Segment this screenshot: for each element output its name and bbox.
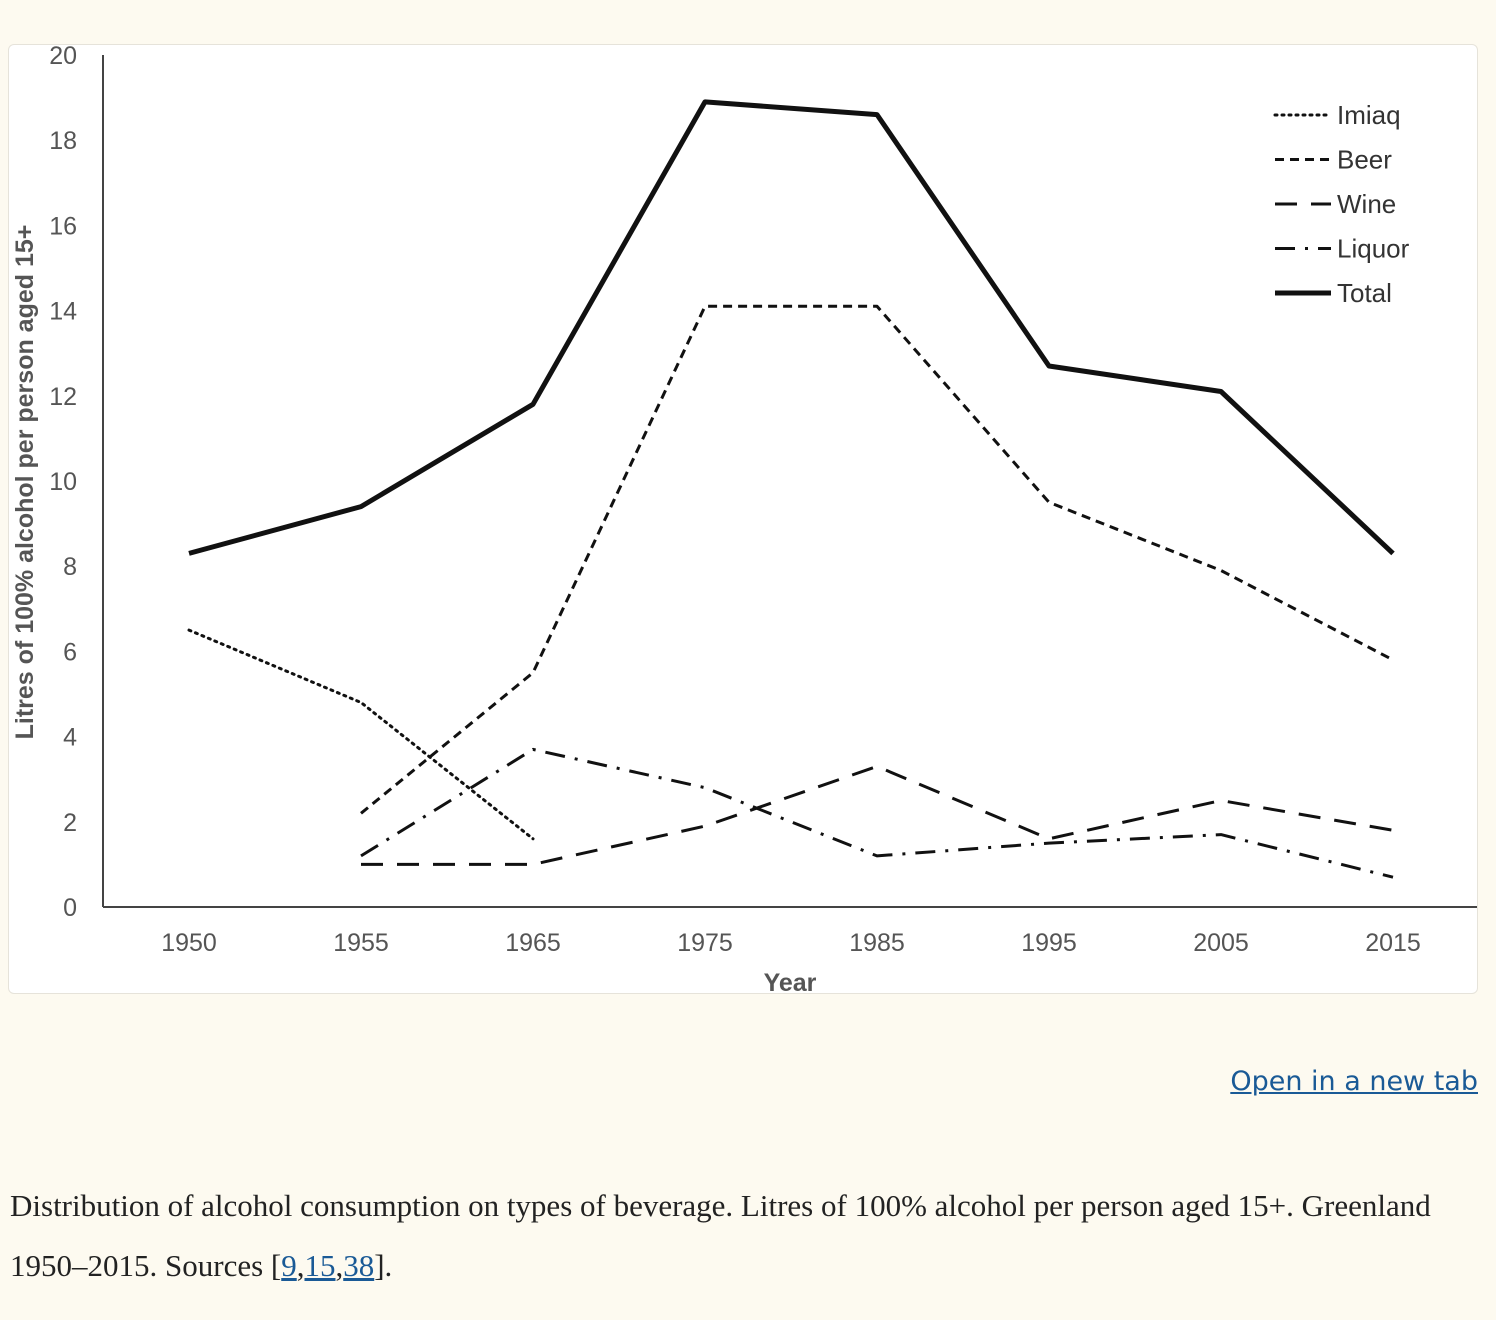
open-in-new-tab-link[interactable]: Open in a new tab [1230,1066,1478,1097]
axes: 0 2 4 6 8 10 12 14 16 18 20 1950 1955 1965 1975 1985 199… [11,45,1477,995]
y-tick-label-2: 2 [63,809,77,837]
y-tick-label-0: 0 [63,894,77,922]
legend-label-imiaq: Imiaq [1337,100,1401,130]
y-tick-label-18: 18 [49,127,77,155]
y-tick-label-6: 6 [63,638,77,666]
caption-end: ]. [374,1248,393,1283]
legend-label-wine: Wine [1337,189,1396,219]
x-tick-label-1955: 1955 [333,929,389,957]
y-tick-label-8: 8 [63,553,77,581]
y-tick-label-4: 4 [63,724,77,752]
series-line-beer [360,304,1394,815]
x-tick-label-1965: 1965 [505,929,561,957]
ref-sep: , [335,1248,344,1283]
ref-link-15[interactable]: 15 [304,1248,336,1283]
x-tick-label-1995: 1995 [1021,929,1077,957]
series-lines [187,99,1395,879]
x-tick-label-2015: 2015 [1365,929,1421,957]
figure-caption: Distribution of alcohol consumption on t… [10,1176,1480,1296]
caption-text: Distribution of alcohol consumption on t… [10,1188,1431,1283]
legend-label-liquor: Liquor [1337,234,1410,264]
x-tick-label-2005: 2005 [1193,929,1249,957]
series-line-wine [361,764,1394,866]
y-axis-label: Litres of 100% alcohol per person aged 1… [11,225,39,740]
x-tick-label-1950: 1950 [161,929,217,957]
y-tick-label-16: 16 [49,212,77,240]
y-tick-label-20: 20 [49,45,77,70]
x-axis-label: Year [764,969,817,995]
figure-card: 0 2 4 6 8 10 12 14 16 18 20 1950 1955 1965 1975 1985 199… [8,44,1478,995]
y-tick-label-10: 10 [49,468,77,496]
line-chart: 0 2 4 6 8 10 12 14 16 18 20 1950 1955 1965 1975 1985 199… [11,45,1477,995]
ref-link-9[interactable]: 9 [281,1248,297,1283]
x-tick-label-1975: 1975 [677,929,733,957]
y-tick-label-14: 14 [49,298,77,326]
ref-link-38[interactable]: 38 [343,1248,375,1283]
ref-sep: , [296,1248,305,1283]
legend-label-total: Total [1337,278,1392,308]
legend: Imiaq Beer Wine Liquor Total [1273,100,1410,308]
legend-label-beer: Beer [1337,145,1392,175]
series-line-total [188,99,1395,556]
series-line-liquor [360,747,1394,879]
series-line-imiaq [187,628,535,841]
y-tick-label-12: 12 [49,383,77,411]
x-tick-label-1985: 1985 [849,929,905,957]
